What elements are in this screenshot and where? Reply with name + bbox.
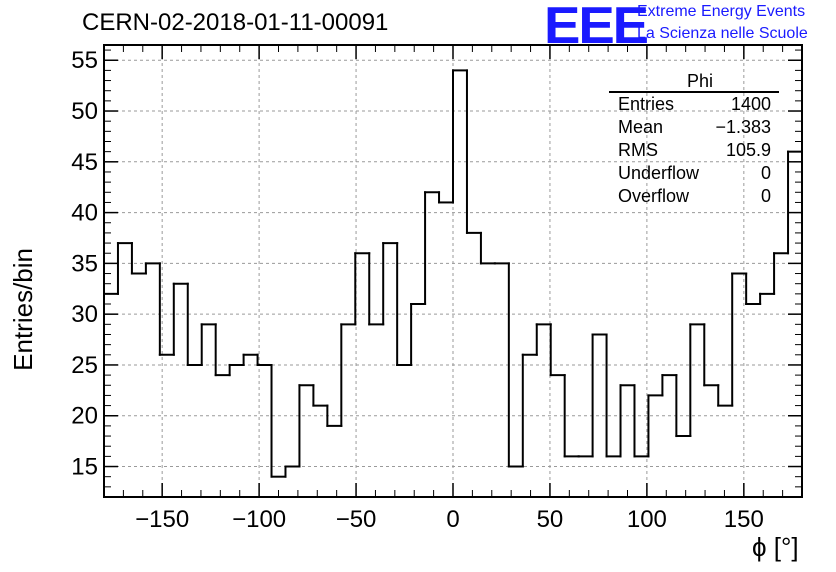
x-axis-label: ϕ [°] [752, 532, 799, 562]
x-tick-label: 50 [537, 506, 564, 533]
stats-value: 1400 [730, 94, 771, 114]
eee-logo: EEE [544, 0, 649, 55]
x-tick-label: −150 [135, 506, 189, 533]
x-tick-label: −50 [336, 506, 377, 533]
x-tick-label: 150 [724, 506, 764, 533]
stats-row-overflow: Overflow 0 [609, 185, 779, 208]
stats-value: 0 [760, 186, 771, 206]
stats-row-entries: Entries 1400 [609, 93, 779, 116]
stats-value: −1.383 [715, 117, 771, 137]
y-tick-label: 20 [71, 403, 98, 430]
y-tick-label: 45 [71, 149, 98, 176]
stats-row-mean: Mean −1.383 [609, 116, 779, 139]
stats-rule [609, 91, 779, 93]
stats-box: Phi Entries 1400 Mean −1.383 RMS 105.9 U… [609, 71, 779, 208]
x-tick-label: 0 [446, 506, 459, 533]
stats-label: Underflow [618, 163, 700, 183]
y-tick-label: 50 [71, 98, 98, 125]
y-axis-label: Entries/bin [8, 248, 38, 371]
y-tick-label: 40 [71, 200, 98, 227]
y-tick-label: 15 [71, 454, 98, 481]
y-tick-label: 30 [71, 301, 98, 328]
stats-row-rms: RMS 105.9 [609, 139, 779, 162]
chart-title: CERN-02-2018-01-11-00091 [82, 9, 389, 36]
stats-value: 105.9 [725, 140, 771, 160]
logo-line-2: La Scienza nelle Scuole [637, 25, 808, 42]
y-tick-label: 35 [71, 250, 98, 277]
stats-label: RMS [618, 140, 658, 160]
stats-name: Phi [686, 71, 713, 91]
stats-label: Overflow [618, 186, 690, 206]
stats-label: Entries [618, 94, 675, 114]
y-tick-label: 25 [71, 352, 98, 379]
logo-line-1: Extreme Energy Events [637, 3, 806, 20]
x-tick-label: 100 [627, 506, 667, 533]
stats-value: 0 [760, 163, 771, 183]
stats-label: Mean [618, 117, 664, 137]
y-tick-label: 55 [71, 47, 98, 74]
x-tick-label: −100 [232, 506, 286, 533]
stats-row-underflow: Underflow 0 [609, 162, 779, 185]
